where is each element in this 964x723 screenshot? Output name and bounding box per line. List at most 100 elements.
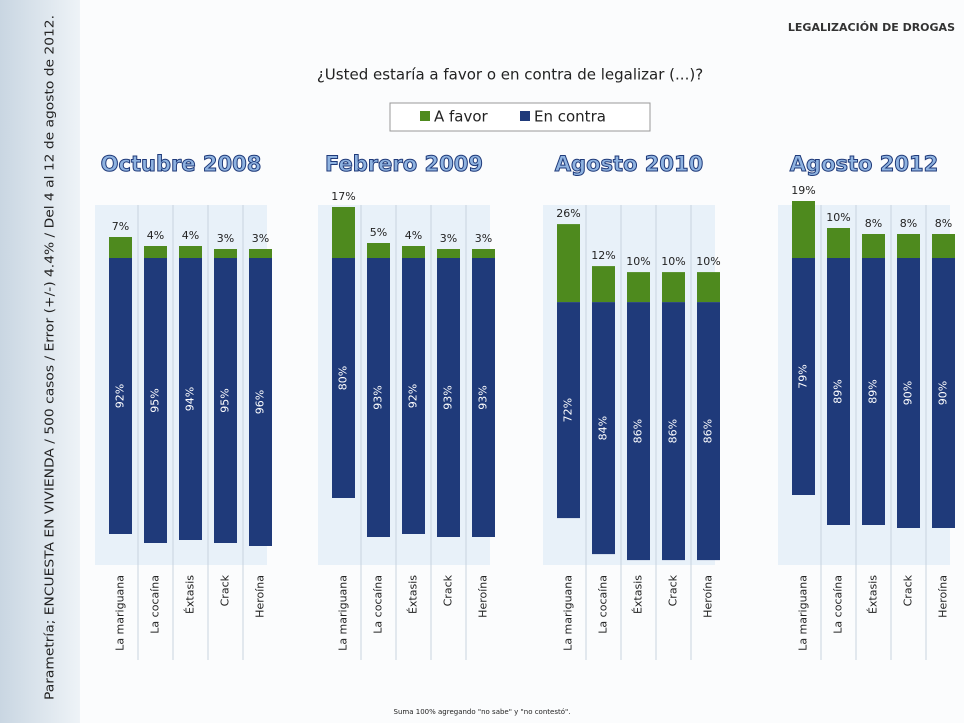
bar-favor: [402, 246, 425, 258]
value-label-favor: 10%: [626, 255, 650, 268]
value-label-favor: 8%: [935, 217, 952, 230]
category-label: La cocaína: [832, 575, 845, 634]
value-label-contra: 90%: [937, 381, 950, 405]
bar-favor: [862, 234, 885, 258]
category-label: Éxtasis: [867, 575, 880, 614]
bar-favor: [472, 249, 495, 258]
bar-favor: [627, 272, 650, 303]
value-label-contra: 96%: [254, 390, 267, 414]
value-label-favor: 12%: [591, 249, 615, 262]
bar-favor: [437, 249, 460, 258]
category-label: Crack: [219, 574, 232, 606]
category-label: Crack: [902, 574, 915, 606]
bar-contra: [662, 302, 685, 561]
bar-favor: [179, 246, 202, 258]
value-label-contra: 93%: [372, 385, 385, 409]
value-label-favor: 8%: [900, 217, 917, 230]
bar-contra: [897, 258, 920, 528]
header: LEGALIZACIÓN DE DROGAS: [788, 21, 955, 34]
bar-contra: [932, 258, 955, 528]
bar-favor: [932, 234, 955, 258]
category-label: La mariguana: [797, 575, 810, 651]
bar-contra: [214, 258, 237, 543]
bar-contra: [592, 302, 615, 555]
bar-favor: [109, 237, 132, 258]
category-label: Crack: [667, 574, 680, 606]
bar-contra: [827, 258, 850, 525]
value-label-contra: 95%: [219, 388, 232, 412]
value-label-contra: 72%: [562, 398, 575, 422]
category-label: Heroína: [477, 575, 490, 618]
value-label-contra: 93%: [477, 385, 490, 409]
bar-favor: [792, 201, 815, 258]
bar-favor: [592, 266, 615, 303]
question: ¿Usted estaría a favor o en contra de le…: [317, 66, 703, 84]
value-label-favor: 10%: [696, 255, 720, 268]
value-label-contra: 90%: [902, 381, 915, 405]
value-label-favor: 10%: [826, 211, 850, 224]
bar-favor: [367, 243, 390, 258]
value-label-favor: 19%: [791, 184, 815, 197]
value-label-contra: 80%: [337, 366, 350, 390]
panel-title: Agosto 2012: [790, 152, 938, 176]
value-label-contra: 79%: [797, 364, 810, 388]
value-label-contra: 93%: [442, 385, 455, 409]
bar-contra: [179, 258, 202, 540]
legend-label: A favor: [434, 108, 489, 126]
bar-favor: [214, 249, 237, 258]
value-label-favor: 3%: [217, 232, 234, 245]
value-label-contra: 92%: [407, 384, 420, 408]
bar-contra: [109, 258, 132, 534]
bar-contra: [862, 258, 885, 525]
category-label: Heroína: [937, 575, 950, 618]
value-label-contra: 89%: [832, 379, 845, 403]
category-label: La mariguana: [337, 575, 350, 651]
value-label-favor: 8%: [865, 217, 882, 230]
category-label: La cocaína: [149, 575, 162, 634]
category-label: Éxtasis: [407, 575, 420, 614]
bar-contra: [627, 302, 650, 561]
value-label-favor: 3%: [475, 232, 492, 245]
bar-contra: [332, 258, 355, 498]
bar-contra: [557, 302, 580, 519]
bar-contra: [472, 258, 495, 537]
value-label-contra: 86%: [632, 419, 645, 443]
bar-favor: [897, 234, 920, 258]
value-label-favor: 5%: [370, 226, 387, 239]
legend-swatch: [520, 111, 530, 121]
category-label: La mariguana: [562, 575, 575, 651]
category-label: Heroína: [702, 575, 715, 618]
value-label-contra: 92%: [114, 384, 127, 408]
bar-favor: [144, 246, 167, 258]
bar-favor: [827, 228, 850, 258]
panel-title: Octubre 2008: [101, 152, 262, 176]
category-label: Éxtasis: [632, 575, 645, 614]
category-label: Crack: [442, 574, 455, 606]
value-label-contra: 86%: [702, 419, 715, 443]
footnote: Suma 100% agregando "no sabe" y "no cont…: [394, 708, 571, 716]
legend-label: En contra: [534, 108, 606, 126]
category-label: La mariguana: [114, 575, 127, 651]
value-label-contra: 95%: [149, 388, 162, 412]
value-label-favor: 7%: [112, 220, 129, 233]
bar-favor: [249, 249, 272, 258]
bar-contra: [144, 258, 167, 543]
bar-favor: [557, 224, 580, 303]
category-label: Heroína: [254, 575, 267, 618]
value-label-contra: 94%: [184, 387, 197, 411]
bar-contra: [697, 302, 720, 561]
value-label-favor: 4%: [147, 229, 164, 242]
bar-favor: [697, 272, 720, 303]
value-label-favor: 17%: [331, 190, 355, 203]
value-label-favor: 10%: [661, 255, 685, 268]
value-label-favor: 4%: [405, 229, 422, 242]
panel-title: Agosto 2010: [555, 152, 703, 176]
value-label-contra: 89%: [867, 379, 880, 403]
bar-favor: [332, 207, 355, 258]
bar-contra: [249, 258, 272, 546]
category-label: Éxtasis: [184, 575, 197, 614]
value-label-contra: 84%: [597, 416, 610, 440]
bar-favor: [662, 272, 685, 303]
value-label-favor: 3%: [440, 232, 457, 245]
